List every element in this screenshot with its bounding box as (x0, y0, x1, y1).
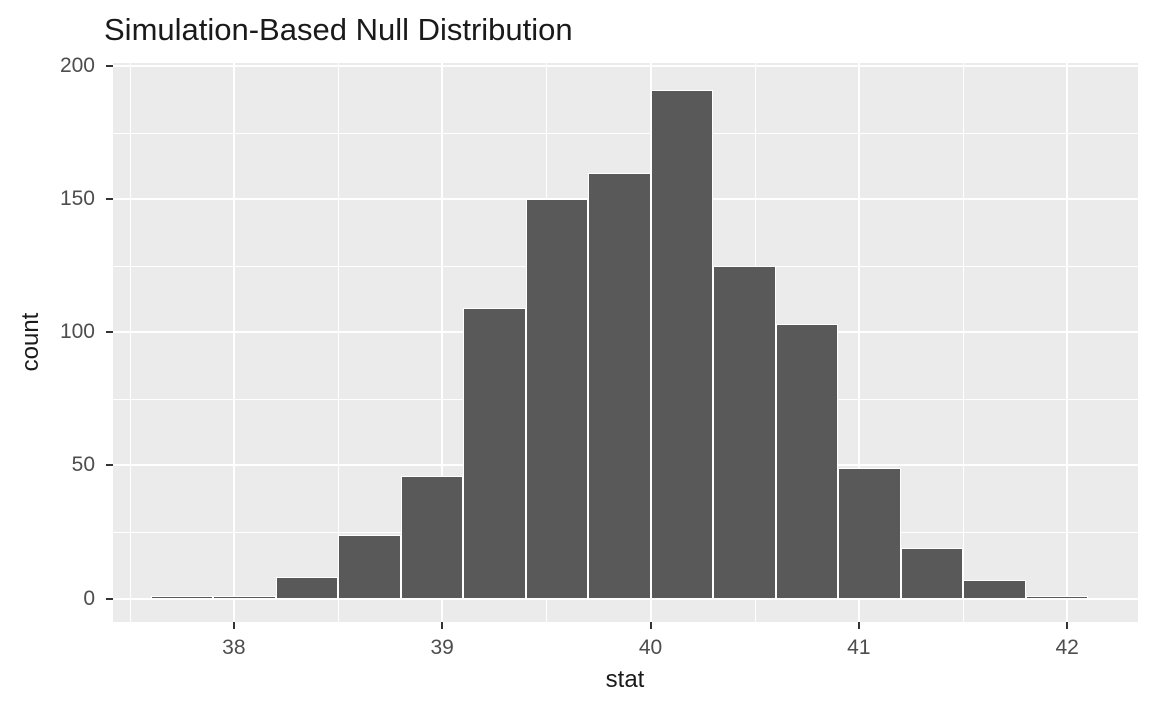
x-tick-label: 41 (847, 636, 871, 659)
y-minor-gridline (113, 132, 1138, 134)
x-minor-gridline (963, 63, 964, 622)
histogram-bar (588, 172, 651, 599)
histogram-bar (463, 308, 526, 599)
histogram-bar (1025, 595, 1088, 599)
x-tick-mark (232, 622, 235, 629)
histogram-bar (213, 595, 276, 599)
y-tick-mark (106, 198, 113, 201)
y-tick-label: 0 (83, 586, 95, 610)
x-tick-mark (441, 622, 444, 629)
histogram-bar (150, 595, 213, 599)
y-major-gridline (113, 597, 1138, 600)
x-major-gridline (441, 63, 444, 622)
histogram-bar (525, 199, 588, 599)
histogram-bar (838, 468, 901, 599)
histogram-bar (775, 324, 838, 599)
x-major-gridline (232, 63, 235, 622)
chart-panel (113, 63, 1138, 622)
y-tick-label: 50 (71, 453, 95, 477)
x-tick-label: 40 (638, 636, 663, 659)
x-tick-label: 42 (1055, 636, 1079, 659)
y-tick-mark (106, 65, 113, 68)
x-tick-mark (1066, 622, 1069, 629)
histogram-bar (713, 265, 776, 599)
x-tick-mark (649, 622, 652, 629)
x-minor-gridline (129, 63, 131, 622)
x-axis-title: stat (605, 666, 645, 693)
histogram-bar (650, 90, 713, 599)
plot-title: Simulation-Based Null Distribution (104, 12, 573, 47)
x-major-gridline (1066, 63, 1069, 622)
histogram-bar (275, 577, 338, 599)
y-tick-mark (106, 597, 113, 600)
histogram-bar (963, 579, 1026, 599)
y-tick-label: 200 (59, 54, 95, 78)
x-minor-gridline (338, 63, 339, 622)
histogram-bar (400, 476, 463, 599)
x-tick-label: 38 (222, 636, 246, 659)
x-tick-label: 39 (430, 636, 454, 659)
x-major-gridline (857, 63, 860, 622)
y-tick-label: 150 (59, 187, 95, 211)
y-tick-mark (106, 331, 113, 334)
histogram-bar (900, 547, 963, 599)
histogram-bar (338, 534, 401, 599)
y-tick-mark (106, 464, 113, 467)
y-major-gridline (113, 65, 1138, 68)
x-tick-mark (857, 622, 860, 629)
y-tick-label: 100 (59, 320, 95, 344)
